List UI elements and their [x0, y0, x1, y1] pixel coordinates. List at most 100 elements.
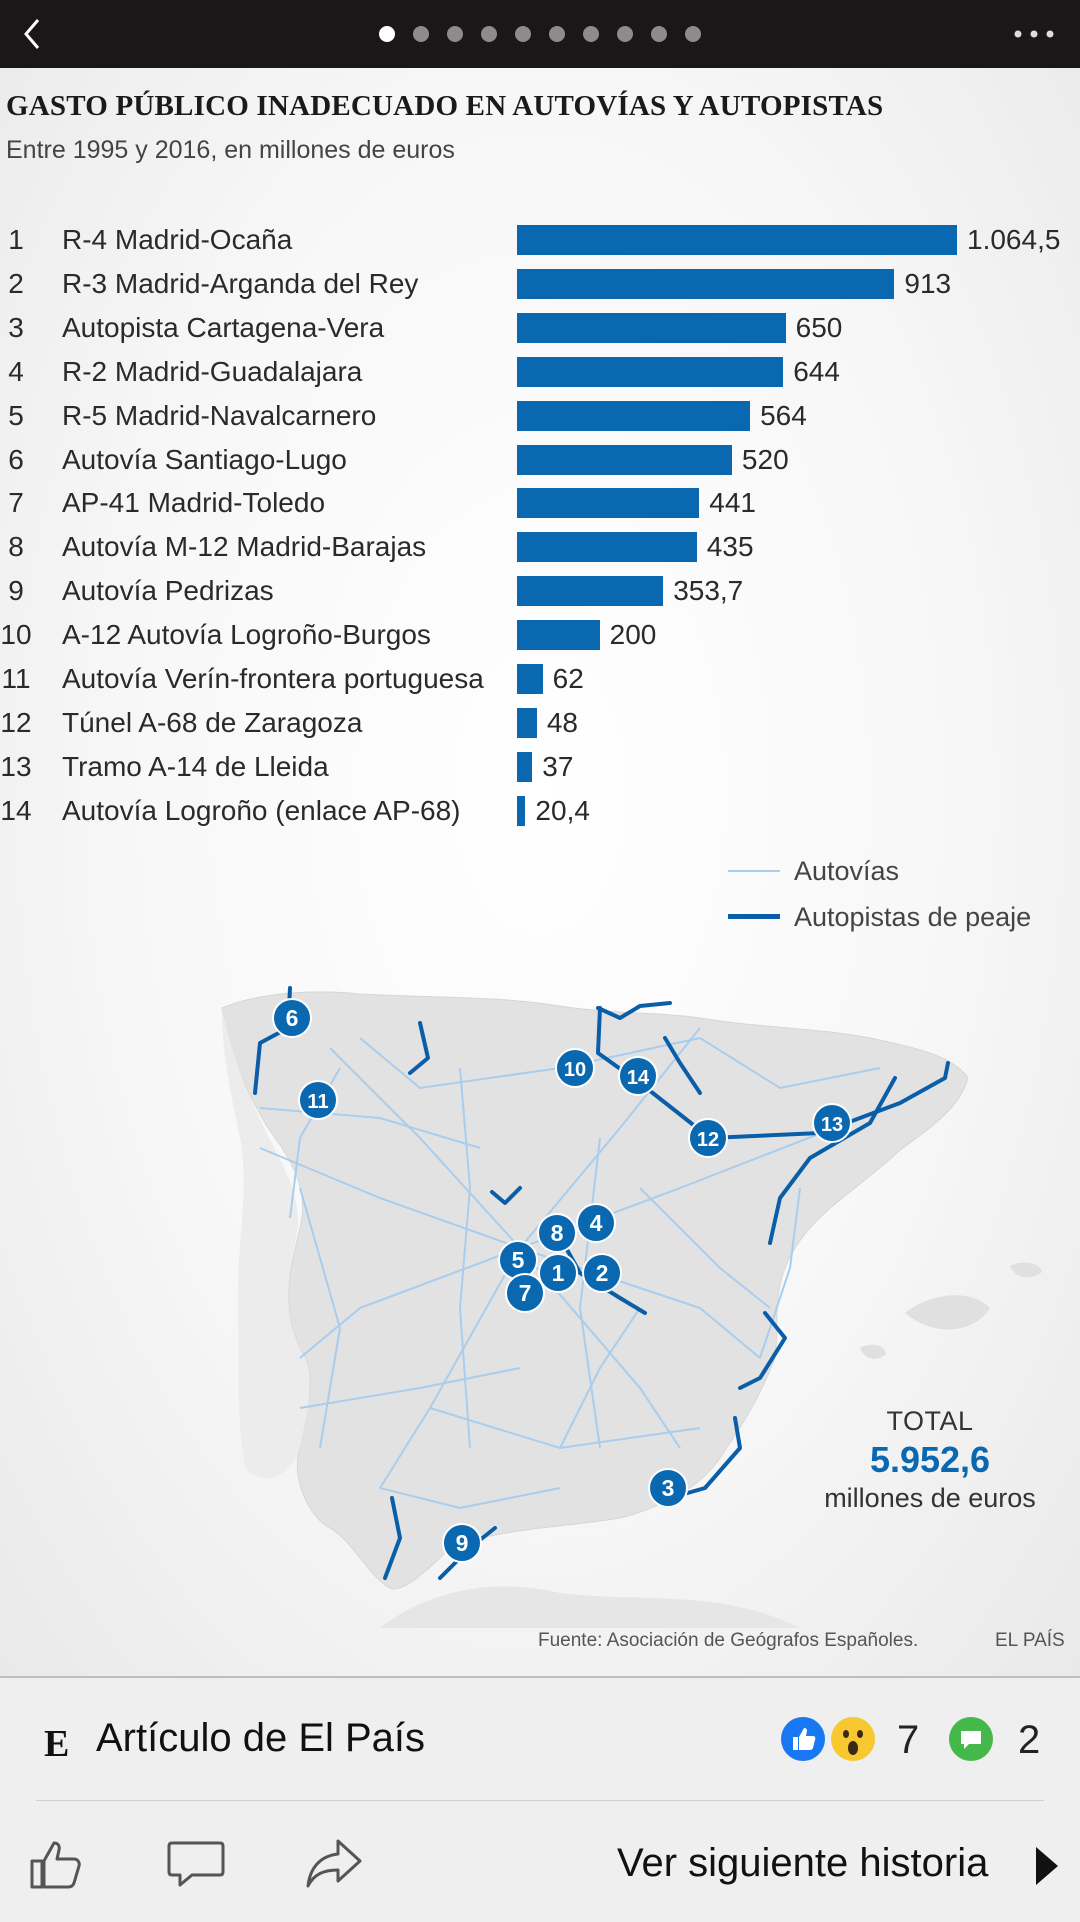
bar: [517, 664, 543, 694]
bar-rank: 5: [8, 399, 24, 431]
bar-rank: 4: [8, 355, 24, 387]
africa-coast: [380, 1586, 800, 1628]
bar-value-label: 441: [709, 487, 756, 519]
like-icon[interactable]: [26, 1831, 90, 1895]
bar-row: 2 R-3 Madrid-Arganda del Rey 913: [0, 262, 1080, 306]
autovia-road: [299, 1367, 521, 1409]
map-marker: 13: [812, 1103, 852, 1143]
bar-row: 4 R-2 Madrid-Guadalajara 644: [0, 350, 1080, 394]
bar-value-label: 48: [546, 706, 578, 738]
autovia-road: [759, 1187, 801, 1359]
bar-rank: 12: [0, 706, 32, 738]
progress-dot: [413, 26, 429, 42]
autovia-road: [519, 1027, 701, 1249]
bar-category-label: Autovía Verín-frontera portuguesa: [62, 663, 484, 694]
bar: [517, 356, 784, 387]
autopista-road: [738, 1311, 787, 1390]
map-marker-label: 6: [286, 1005, 299, 1031]
comment-icon[interactable]: [164, 1831, 228, 1895]
autovia-road: [299, 1247, 521, 1359]
map-marker-circle: [537, 1213, 577, 1253]
legend-line-autopistas: [728, 914, 780, 919]
map-marker: 14: [618, 1056, 658, 1096]
bar-rank: 8: [8, 531, 24, 563]
brand-credit: EL PAÍS: [995, 1630, 1065, 1651]
total-box: TOTAL 5.952,6 millones de euros: [800, 1406, 1060, 1514]
autovia-road: [699, 1037, 881, 1090]
bar-row: 9 Autovía Pedrizas 353,7: [0, 569, 1080, 613]
map-marker-circle: [582, 1253, 622, 1293]
autopista-road: [408, 1021, 430, 1075]
bar-value-label: 20,4: [535, 794, 590, 826]
autovia-road: [519, 1247, 681, 1449]
next-story-arrow-icon[interactable]: [1034, 1845, 1060, 1887]
map-marker-label: 8: [551, 1220, 564, 1246]
bar-value-label: 520: [741, 443, 789, 475]
bar-category-label: Autovía M-12 Madrid-Barajas: [62, 531, 427, 563]
map-marker-circle: [812, 1103, 852, 1143]
comment-count[interactable]: 2: [1018, 1718, 1041, 1762]
map-marker: 5: [498, 1240, 538, 1280]
bar: [517, 795, 526, 826]
share-icon[interactable]: [302, 1831, 366, 1895]
bar-category-label: Autovía Logroño (enlace AP-68): [62, 794, 461, 826]
comment-badge-icon: [949, 1717, 993, 1761]
divider: [36, 1800, 1044, 1801]
more-options-icon[interactable]: [1010, 22, 1058, 46]
bar-row: 1 R-4 Madrid-Ocaña 1.064,5: [0, 218, 1080, 262]
reaction-count[interactable]: 7: [897, 1718, 920, 1762]
progress-dot: [583, 26, 599, 42]
article-title[interactable]: Artículo de El País: [96, 1716, 426, 1760]
map-marker-circle: [298, 1080, 338, 1120]
autovia-road: [578, 1137, 601, 1449]
back-arrow-icon[interactable]: [14, 14, 54, 54]
bar-value-label: 564: [760, 399, 807, 431]
autovia-road: [299, 1187, 342, 1449]
map-marker-label: 5: [512, 1247, 525, 1273]
bar-category-label: R-5 Madrid-Navalcarnero: [62, 399, 377, 431]
bar-value-label: 650: [795, 311, 843, 343]
bar-row: 6 Autovía Santiago-Lugo 520: [0, 438, 1080, 482]
map-marker: 11: [298, 1080, 338, 1120]
next-story-button[interactable]: Ver siguiente historia: [617, 1841, 989, 1885]
map-marker-label: 12: [697, 1129, 719, 1151]
bar-category-label: R-4 Madrid-Ocaña: [62, 224, 293, 255]
top-bar: [0, 0, 1080, 68]
bar: [517, 225, 957, 255]
autopista-road: [383, 1496, 402, 1580]
map-marker-circle: [555, 1048, 595, 1088]
total-value: 5.952,6: [869, 1439, 991, 1480]
bar: [517, 444, 732, 475]
bar-rank: 1: [8, 224, 24, 255]
bar: [517, 488, 700, 519]
map-marker-label: 4: [590, 1210, 603, 1236]
autopista-road: [663, 1036, 702, 1095]
map-marker: 9: [442, 1523, 482, 1563]
progress-dot: [617, 26, 633, 42]
map-marker-circle: [538, 1253, 578, 1293]
map-marker-label: 10: [564, 1059, 586, 1081]
actions-row: Ver siguiente historia: [0, 1801, 1080, 1922]
bar-rank: 10: [0, 619, 32, 651]
wow-reaction-icon: [831, 1717, 875, 1761]
bar: [517, 751, 533, 782]
bar-row: 7 AP-41 Madrid-Toledo 441: [0, 481, 1080, 525]
map-marker-label: 9: [456, 1530, 469, 1556]
el-pais-logo-icon: E: [44, 1723, 70, 1765]
bar: [517, 532, 697, 563]
autovia-road: [329, 1047, 521, 1249]
progress-dot: [481, 26, 497, 42]
progress-dot: [685, 26, 701, 42]
infographic: GASTO PÚBLICO INADECUADO EN AUTOVÍAS Y A…: [0, 68, 1080, 1676]
source-note: Fuente: Asociación de Geógrafos Españole…: [538, 1630, 919, 1651]
bar-value-label: 200: [609, 619, 657, 651]
like-reaction-icon: [781, 1717, 825, 1761]
bar-row: 12 Túnel A-68 de Zaragoza 48: [0, 701, 1080, 745]
legend-label-autovias: Autovías: [794, 856, 900, 886]
map-marker-label: 1: [552, 1260, 565, 1286]
autopista-road: [490, 1186, 522, 1205]
map-marker: 6: [272, 998, 312, 1038]
map-marker: 1: [538, 1253, 578, 1293]
article-row[interactable]: E Artículo de El País 7 2: [0, 1678, 1080, 1800]
